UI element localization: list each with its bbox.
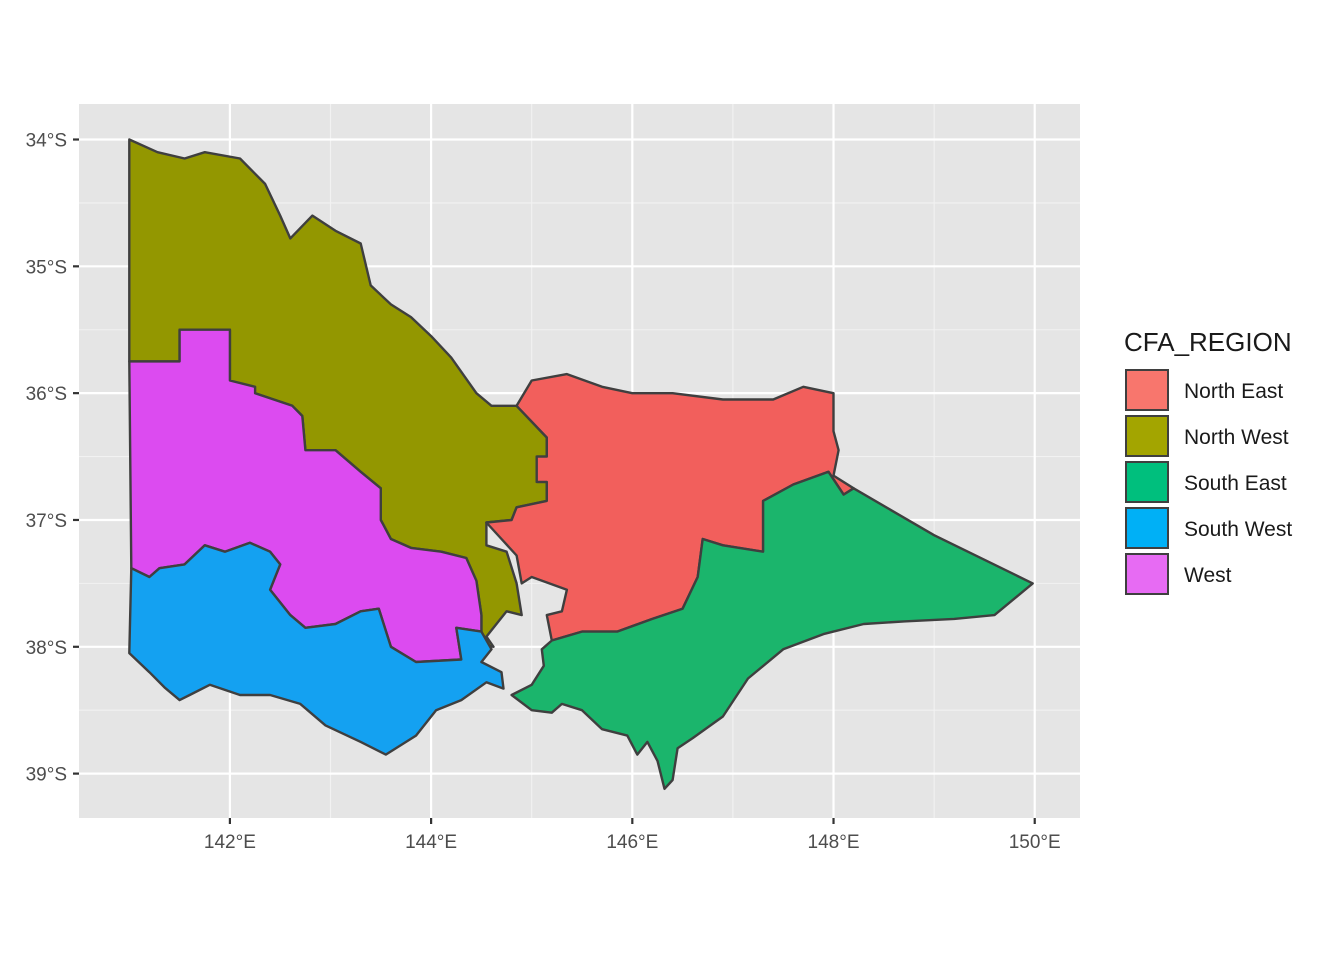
x-tick-label: 142°E bbox=[204, 832, 256, 853]
x-tick-label: 146°E bbox=[606, 832, 658, 853]
legend-item: South East bbox=[1125, 461, 1287, 503]
legend-item: South West bbox=[1125, 507, 1292, 549]
legend-key bbox=[1125, 415, 1169, 457]
y-tick-label: 37°S bbox=[26, 511, 67, 532]
y-axis: 34°S 35°S 36°S 37°S 38°S 39°S bbox=[26, 131, 79, 786]
legend-key bbox=[1125, 461, 1169, 503]
legend-key bbox=[1125, 369, 1169, 411]
y-tick-label: 39°S bbox=[26, 765, 67, 786]
x-axis: 142°E 144°E 146°E 148°E 150°E bbox=[204, 818, 1061, 853]
region-polygons bbox=[128, 138, 1034, 790]
region-south-west bbox=[128, 541, 505, 756]
y-tick-label: 38°S bbox=[26, 638, 67, 659]
legend-item: North East bbox=[1125, 369, 1283, 411]
legend-item: West bbox=[1125, 553, 1232, 595]
x-tick-label: 148°E bbox=[808, 832, 860, 853]
legend-item: North West bbox=[1125, 415, 1289, 457]
legend-label: West bbox=[1184, 564, 1232, 587]
legend-label: North East bbox=[1184, 380, 1283, 403]
legend-label: North West bbox=[1184, 426, 1289, 449]
y-tick-label: 35°S bbox=[26, 257, 67, 278]
legend-title: CFA_REGION bbox=[1124, 327, 1292, 357]
x-tick-label: 144°E bbox=[405, 832, 457, 853]
legend-key bbox=[1125, 507, 1169, 549]
legend-label: South West bbox=[1184, 518, 1292, 541]
y-tick-label: 36°S bbox=[26, 384, 67, 405]
legend: CFA_REGION North East North West South Eas… bbox=[1124, 327, 1292, 595]
region-south-east bbox=[510, 470, 1034, 790]
legend-label: South East bbox=[1184, 472, 1287, 495]
x-tick-label: 150°E bbox=[1009, 832, 1061, 853]
y-tick-label: 34°S bbox=[26, 131, 67, 152]
legend-key bbox=[1125, 553, 1169, 595]
